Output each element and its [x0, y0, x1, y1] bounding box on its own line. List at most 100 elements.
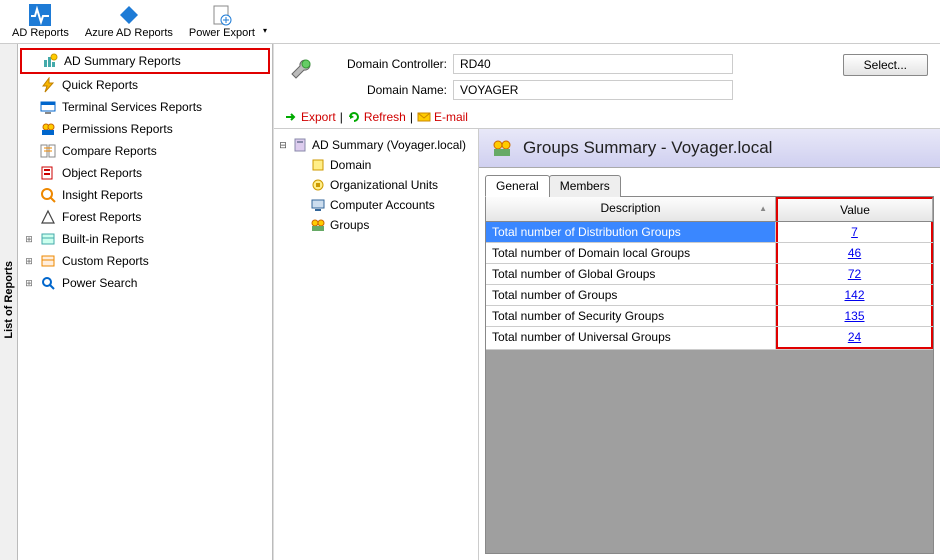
nav-compare-reports[interactable]: Compare Reports — [20, 140, 270, 162]
export-icon — [284, 110, 298, 124]
azure-ad-reports-label: Azure AD Reports — [85, 27, 173, 39]
table-row[interactable]: Total number of Security Groups 135 — [486, 306, 933, 327]
side-tab-label: List of Reports — [3, 261, 15, 343]
row-value-link[interactable]: 24 — [848, 330, 861, 344]
ou-icon — [310, 177, 326, 193]
row-desc: Total number of Groups — [486, 285, 776, 305]
tree-groups[interactable]: Groups — [278, 215, 474, 235]
col-description[interactable]: Description ▲ — [486, 197, 776, 221]
table-row[interactable]: Total number of Global Groups 72 — [486, 264, 933, 285]
groups-header-icon — [491, 137, 513, 159]
table-row[interactable]: Total number of Universal Groups 24 — [486, 327, 933, 350]
export-action[interactable]: Export — [284, 110, 336, 124]
tree-label: Organizational Units — [330, 178, 438, 192]
row-value-link[interactable]: 142 — [844, 288, 864, 302]
insight-icon — [40, 187, 56, 203]
power-export-label: Power Export — [189, 27, 255, 39]
summary-title: Groups Summary - Voyager.local — [523, 138, 772, 158]
top-toolbar: AD Reports Azure AD Reports Power Export… — [0, 0, 940, 44]
tree-label: Computer Accounts — [330, 198, 435, 212]
row-desc: Total number of Distribution Groups — [486, 222, 776, 242]
ad-reports-label: AD Reports — [12, 27, 69, 39]
content-row: ⊟ AD Summary (Voyager.local) Domain — [274, 129, 940, 560]
nav-terminal-services-reports[interactable]: Terminal Services Reports — [20, 96, 270, 118]
reports-nav-panel: AD Summary Reports Quick Reports Termina… — [18, 44, 273, 560]
table-row[interactable]: Total number of Groups 142 — [486, 285, 933, 306]
nav-label: Power Search — [62, 276, 137, 290]
pulse-icon — [29, 4, 51, 26]
expand-icon[interactable]: ⊞ — [24, 256, 34, 267]
row-value-link[interactable]: 46 — [848, 246, 861, 260]
refresh-icon — [347, 110, 361, 124]
tree-computer-accounts[interactable]: Computer Accounts — [278, 195, 474, 215]
tree-panel: ⊟ AD Summary (Voyager.local) Domain — [274, 129, 479, 560]
domain-icon — [310, 157, 326, 173]
computer-icon — [310, 197, 326, 213]
nav-label: Quick Reports — [62, 78, 138, 92]
nav-permissions-reports[interactable]: Permissions Reports — [20, 118, 270, 140]
nav-quick-reports[interactable]: Quick Reports — [20, 74, 270, 96]
summary-grid: Description ▲ Value Total number of Dist… — [485, 197, 934, 554]
collapse-icon[interactable]: ⊟ — [278, 140, 288, 151]
nav-label: Insight Reports — [62, 188, 143, 202]
nav-built-in-reports[interactable]: ⊞ Built-in Reports — [20, 228, 270, 250]
tree-domain[interactable]: Domain — [278, 155, 474, 175]
email-icon — [417, 110, 431, 124]
nav-power-search[interactable]: ⊞ Power Search — [20, 272, 270, 294]
email-label: E-mail — [434, 110, 468, 124]
refresh-label: Refresh — [364, 110, 406, 124]
ad-reports-button[interactable]: AD Reports — [4, 2, 77, 41]
email-action[interactable]: E-mail — [417, 110, 468, 124]
nav-insight-reports[interactable]: Insight Reports — [20, 184, 270, 206]
wrench-icon — [286, 54, 316, 84]
nav-ad-summary-reports[interactable]: AD Summary Reports — [20, 48, 270, 74]
domain-bar: Domain Controller: RD40 Domain Name: VOY… — [274, 44, 940, 106]
search-icon — [40, 275, 56, 291]
tree-label: Groups — [330, 218, 369, 232]
expand-icon[interactable]: ⊞ — [24, 234, 34, 245]
custom-icon — [40, 253, 56, 269]
summary-header: Groups Summary - Voyager.local — [479, 129, 940, 168]
nav-label: Terminal Services Reports — [62, 100, 202, 114]
summary-panel: Groups Summary - Voyager.local General M… — [479, 129, 940, 560]
table-row[interactable]: Total number of Distribution Groups 7 — [486, 222, 933, 243]
export-label: Export — [301, 110, 336, 124]
action-bar: Export | Refresh | E-mail — [274, 106, 940, 129]
select-button[interactable]: Select... — [843, 54, 928, 76]
nav-label: Built-in Reports — [62, 232, 144, 246]
refresh-action[interactable]: Refresh — [347, 110, 406, 124]
domain-name-label: Domain Name: — [332, 83, 447, 97]
tab-row: General Members — [485, 174, 934, 197]
tab-members[interactable]: Members — [549, 175, 621, 197]
export-doc-icon — [211, 4, 233, 26]
list-of-reports-tab[interactable]: List of Reports — [0, 44, 18, 560]
nav-label: Compare Reports — [62, 144, 157, 158]
table-row[interactable]: Total number of Domain local Groups 46 — [486, 243, 933, 264]
domain-controller-label: Domain Controller: — [332, 57, 447, 71]
nav-label: Forest Reports — [62, 210, 141, 224]
tree-root[interactable]: ⊟ AD Summary (Voyager.local) — [278, 135, 474, 155]
terminal-icon — [40, 99, 56, 115]
tab-general[interactable]: General — [485, 175, 550, 197]
row-value-link[interactable]: 7 — [851, 225, 858, 239]
domain-name-value: VOYAGER — [453, 80, 733, 100]
expand-icon[interactable]: ⊞ — [24, 278, 34, 289]
builtin-icon — [40, 231, 56, 247]
nav-custom-reports[interactable]: ⊞ Custom Reports — [20, 250, 270, 272]
row-value-link[interactable]: 135 — [844, 309, 864, 323]
nav-label: Permissions Reports — [62, 122, 173, 136]
nav-forest-reports[interactable]: Forest Reports — [20, 206, 270, 228]
lightning-icon — [40, 77, 56, 93]
row-desc: Total number of Universal Groups — [486, 327, 776, 349]
tree-ou[interactable]: Organizational Units — [278, 175, 474, 195]
col-value[interactable]: Value — [776, 197, 933, 221]
tree-root-label: AD Summary (Voyager.local) — [312, 138, 466, 152]
chevron-down-icon[interactable]: ▾ — [263, 26, 271, 41]
grid-body: Total number of Distribution Groups 7 To… — [486, 222, 933, 350]
row-value-link[interactable]: 72 — [848, 267, 861, 281]
power-export-button[interactable]: Power Export — [181, 2, 263, 41]
azure-ad-reports-button[interactable]: Azure AD Reports — [77, 2, 181, 41]
sort-asc-icon: ▲ — [759, 204, 767, 213]
nav-label: Custom Reports — [62, 254, 149, 268]
nav-object-reports[interactable]: Object Reports — [20, 162, 270, 184]
